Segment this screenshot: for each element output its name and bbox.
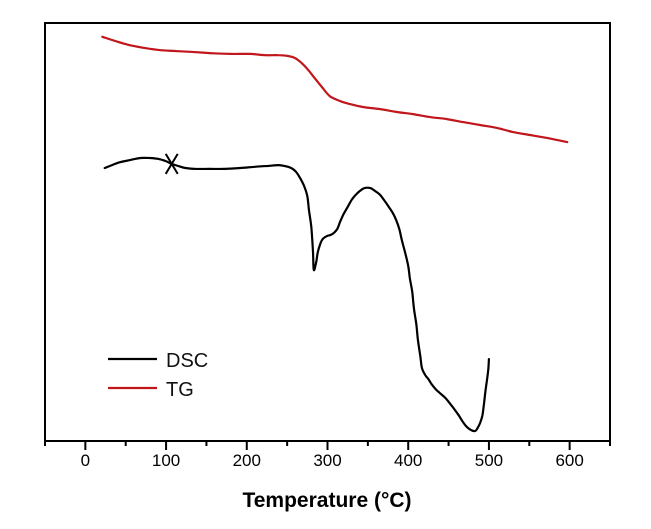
x-tick-label: 500 bbox=[475, 451, 503, 470]
dsc-point-x-marker bbox=[164, 153, 179, 175]
legend-label-tg: TG bbox=[166, 379, 194, 401]
x-axis-minor-ticks bbox=[44, 441, 611, 446]
dsc-curve bbox=[103, 156, 490, 433]
x-tick-label: 100 bbox=[152, 451, 180, 470]
x-tick-label: 200 bbox=[233, 451, 261, 470]
x-axis-major-ticks bbox=[84, 441, 571, 450]
x-tick-label: 600 bbox=[555, 451, 583, 470]
tg-curve bbox=[101, 35, 569, 144]
legend: DSC TG bbox=[108, 350, 208, 401]
legend-label-dsc: DSC bbox=[166, 350, 208, 372]
x-tick-label: 300 bbox=[313, 451, 341, 470]
plot-frame bbox=[44, 22, 611, 442]
x-tick-label: 0 bbox=[81, 451, 90, 470]
x-tick-label: 400 bbox=[394, 451, 422, 470]
marker-stroke bbox=[164, 153, 179, 175]
x-axis-tick-labels: 0 100 200 300 400 500 600 bbox=[81, 451, 584, 470]
x-axis-title: Temperature (°C) bbox=[242, 489, 411, 512]
